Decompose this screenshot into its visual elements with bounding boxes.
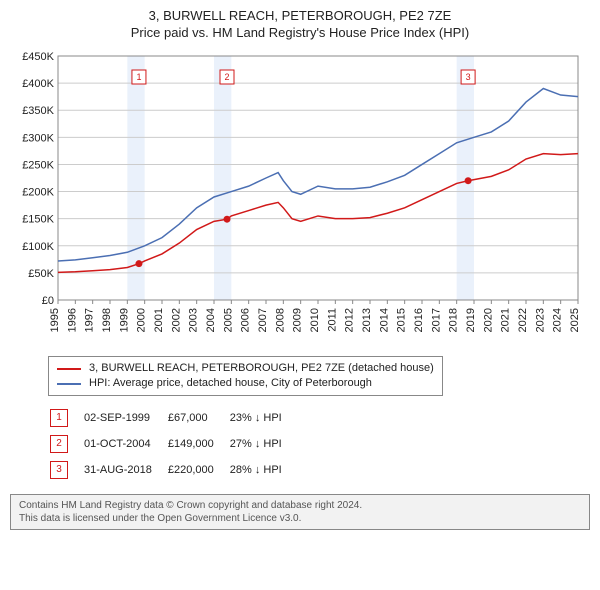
marker-date: 01-OCT-2004	[84, 432, 166, 456]
svg-text:2014: 2014	[378, 308, 390, 332]
footer-attribution: Contains HM Land Registry data © Crown c…	[10, 494, 590, 530]
svg-text:2022: 2022	[517, 308, 529, 332]
svg-text:1998: 1998	[101, 308, 113, 332]
svg-text:£400K: £400K	[22, 78, 54, 90]
svg-text:£200K: £200K	[22, 187, 54, 199]
legend-item: 3, BURWELL REACH, PETERBOROUGH, PE2 7ZE …	[57, 361, 434, 376]
svg-text:2013: 2013	[361, 308, 373, 332]
svg-text:2010: 2010	[309, 308, 321, 332]
svg-text:2005: 2005	[222, 308, 234, 332]
title-block: 3, BURWELL REACH, PETERBOROUGH, PE2 7ZE …	[0, 8, 600, 40]
marker-row: 1 02-SEP-1999£67,00023% ↓ HPI	[50, 406, 296, 430]
footer-line: This data is licensed under the Open Gov…	[19, 512, 581, 525]
svg-text:2023: 2023	[534, 308, 546, 332]
legend-swatch	[57, 368, 81, 370]
svg-text:£50K: £50K	[28, 268, 54, 280]
chart-title-address: 3, BURWELL REACH, PETERBOROUGH, PE2 7ZE	[0, 8, 600, 23]
marker-date: 31-AUG-2018	[84, 458, 166, 482]
marker-price: £149,000	[168, 432, 228, 456]
svg-text:2011: 2011	[326, 308, 338, 332]
svg-text:2006: 2006	[240, 308, 252, 332]
svg-text:£450K: £450K	[22, 51, 54, 63]
svg-text:2: 2	[224, 72, 229, 82]
marker-delta: 27% ↓ HPI	[230, 432, 296, 456]
svg-text:1997: 1997	[84, 308, 96, 332]
legend: 3, BURWELL REACH, PETERBOROUGH, PE2 7ZE …	[48, 356, 443, 396]
svg-text:£100K: £100K	[22, 241, 54, 253]
svg-text:2018: 2018	[448, 308, 460, 332]
svg-text:2012: 2012	[344, 308, 356, 332]
marker-price: £220,000	[168, 458, 228, 482]
svg-text:2019: 2019	[465, 308, 477, 332]
marker-price: £67,000	[168, 406, 228, 430]
svg-text:1995: 1995	[49, 308, 61, 332]
svg-text:2017: 2017	[430, 308, 442, 332]
marker-chip: 3	[50, 461, 68, 479]
svg-text:2021: 2021	[500, 308, 512, 332]
marker-chip: 2	[50, 435, 68, 453]
svg-text:2001: 2001	[153, 308, 165, 332]
svg-text:£0: £0	[42, 295, 54, 307]
svg-text:£300K: £300K	[22, 132, 54, 144]
svg-text:2024: 2024	[552, 308, 564, 332]
svg-text:2003: 2003	[188, 308, 200, 332]
svg-text:£150K: £150K	[22, 214, 54, 226]
svg-text:1: 1	[136, 72, 141, 82]
footer-line: Contains HM Land Registry data © Crown c…	[19, 499, 581, 512]
line-chart-svg: £0 £50K £100K £150K £200K £250K £300K £350K £400…	[10, 50, 590, 350]
marker-chip: 1	[50, 409, 68, 427]
svg-text:2008: 2008	[274, 308, 286, 332]
svg-text:£250K: £250K	[22, 159, 54, 171]
chart-container: 3, BURWELL REACH, PETERBOROUGH, PE2 7ZE …	[0, 0, 600, 530]
svg-text:1999: 1999	[118, 308, 130, 332]
svg-text:2016: 2016	[413, 308, 425, 332]
marker-date: 02-SEP-1999	[84, 406, 166, 430]
legend-label: 3, BURWELL REACH, PETERBOROUGH, PE2 7ZE …	[89, 361, 434, 376]
legend-swatch	[57, 383, 81, 385]
marker-delta: 28% ↓ HPI	[230, 458, 296, 482]
svg-text:3: 3	[466, 72, 471, 82]
marker-table: 1 02-SEP-1999£67,00023% ↓ HPI 2 01-OCT-2004…	[48, 404, 298, 484]
svg-text:1996: 1996	[66, 308, 78, 332]
svg-text:£350K: £350K	[22, 105, 54, 117]
legend-label: HPI: Average price, detached house, City…	[89, 376, 372, 391]
svg-text:2020: 2020	[482, 308, 494, 332]
plot-area: £0 £50K £100K £150K £200K £250K £300K £350K £400…	[10, 50, 590, 350]
marker-delta: 23% ↓ HPI	[230, 406, 296, 430]
svg-text:2015: 2015	[396, 308, 408, 332]
svg-text:2025: 2025	[569, 308, 581, 332]
chart-subtitle: Price paid vs. HM Land Registry's House …	[0, 25, 600, 40]
svg-text:2004: 2004	[205, 308, 217, 332]
svg-text:2000: 2000	[136, 308, 148, 332]
svg-text:2002: 2002	[170, 308, 182, 332]
svg-text:2009: 2009	[292, 308, 304, 332]
marker-row: 2 01-OCT-2004£149,00027% ↓ HPI	[50, 432, 296, 456]
svg-text:2007: 2007	[257, 308, 269, 332]
marker-row: 3 31-AUG-2018£220,00028% ↓ HPI	[50, 458, 296, 482]
legend-item: HPI: Average price, detached house, City…	[57, 376, 434, 391]
